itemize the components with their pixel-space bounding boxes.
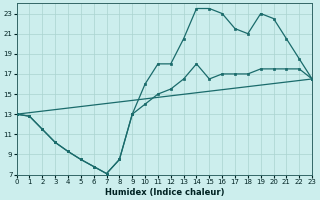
X-axis label: Humidex (Indice chaleur): Humidex (Indice chaleur) xyxy=(105,188,224,197)
